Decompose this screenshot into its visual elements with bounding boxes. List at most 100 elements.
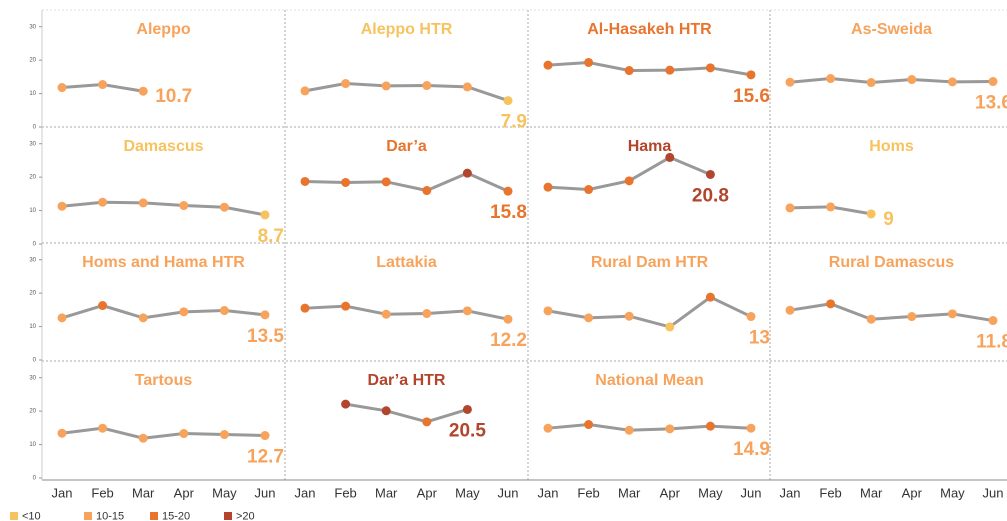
data-point: [543, 60, 553, 70]
series-line: [304, 304, 509, 321]
x-tick-label: Jan: [780, 485, 801, 500]
series-line: [547, 423, 752, 432]
y-tick-label: 30: [29, 375, 36, 381]
value-label: 12.7: [247, 447, 284, 468]
data-point: [219, 306, 229, 316]
data-point: [746, 312, 756, 322]
y-tick-label: 20: [29, 409, 36, 415]
series-line: [547, 295, 752, 329]
series-line: [304, 82, 509, 103]
data-point: [907, 312, 917, 322]
value-label: 13.6: [975, 93, 1007, 114]
x-tick-label: Mar: [860, 485, 883, 500]
data-point: [503, 314, 513, 324]
x-tick-label: Feb: [91, 485, 113, 500]
series-line: [304, 171, 509, 193]
legend-label: 10-15: [96, 510, 124, 521]
value-label: 10.7: [155, 86, 192, 107]
y-tick-label: 20: [29, 58, 36, 64]
x-tick-label: May: [940, 485, 965, 500]
data-point: [138, 86, 148, 96]
series-line: [61, 200, 266, 217]
data-point: [462, 404, 472, 414]
panel-title: National Mean: [595, 372, 703, 389]
series-line: [789, 302, 994, 323]
legend-swatch: [224, 512, 232, 520]
data-point: [866, 314, 876, 324]
data-point: [422, 186, 432, 196]
data-point: [826, 74, 836, 84]
data-point: [584, 185, 594, 195]
data-point: [543, 306, 553, 316]
value-label: 13.5: [247, 326, 284, 347]
x-tick-label: Feb: [577, 485, 599, 500]
data-point: [57, 428, 67, 438]
x-tick-label: Jun: [741, 485, 762, 500]
data-point: [826, 299, 836, 309]
data-point: [341, 301, 351, 311]
data-point: [705, 169, 715, 179]
x-tick-label: Feb: [334, 485, 356, 500]
data-point: [462, 82, 472, 92]
x-tick-label: Jun: [255, 485, 276, 500]
x-tick-label: Apr: [174, 485, 195, 500]
y-tick-label: 20: [29, 291, 36, 297]
value-label: 8.7: [258, 226, 284, 247]
legend-swatch: [84, 512, 92, 520]
data-point: [665, 322, 675, 332]
x-tick-label: Jun: [498, 485, 519, 500]
data-point: [826, 202, 836, 212]
x-tick-label: Mar: [618, 485, 641, 500]
data-point: [503, 186, 513, 196]
data-point: [988, 316, 998, 326]
panel-title: Hama: [628, 138, 672, 155]
data-point: [57, 201, 67, 211]
data-point: [381, 177, 391, 187]
y-tick-label: 10: [29, 442, 36, 448]
value-label: 15.8: [490, 202, 527, 223]
data-point: [341, 399, 351, 409]
y-tick-label: 30: [29, 141, 36, 147]
data-point: [785, 77, 795, 87]
panel-title: Tartous: [135, 372, 193, 389]
data-point: [866, 209, 876, 219]
data-point: [98, 301, 108, 311]
panel-title: Rural Dam HTR: [591, 254, 709, 271]
value-label: 14.9: [733, 439, 770, 460]
y-tick-label: 30: [29, 257, 36, 263]
data-point: [665, 65, 675, 75]
panel-title: Lattakia: [376, 254, 437, 271]
panel-title: Homs and Hama HTR: [82, 254, 245, 271]
panel-title: Dar’a: [386, 138, 427, 155]
data-point: [705, 421, 715, 431]
panel-title: Aleppo HTR: [361, 21, 453, 38]
x-tick-label: Apr: [417, 485, 438, 500]
y-tick-label: 30: [29, 24, 36, 30]
data-point: [300, 303, 310, 313]
panel-title: Al-Hasakeh HTR: [587, 21, 712, 38]
data-point: [543, 423, 553, 433]
data-point: [665, 424, 675, 434]
data-point: [300, 176, 310, 186]
x-tick-label: Apr: [902, 485, 923, 500]
y-tick-label: 10: [29, 208, 36, 214]
y-tick-label: 0: [33, 242, 37, 248]
data-point: [785, 203, 795, 213]
data-point: [947, 309, 957, 319]
data-point: [584, 313, 594, 323]
data-point: [705, 292, 715, 302]
data-point: [422, 309, 432, 319]
value-label: 15.6: [733, 86, 770, 107]
value-label: 7.9: [501, 112, 527, 133]
data-point: [988, 77, 998, 87]
data-point: [341, 177, 351, 187]
data-point: [785, 305, 795, 315]
x-tick-label: Jun: [983, 485, 1004, 500]
series-line: [789, 77, 994, 85]
x-tick-label: Mar: [375, 485, 398, 500]
data-point: [381, 406, 391, 416]
data-point: [746, 423, 756, 433]
data-point: [422, 81, 432, 91]
